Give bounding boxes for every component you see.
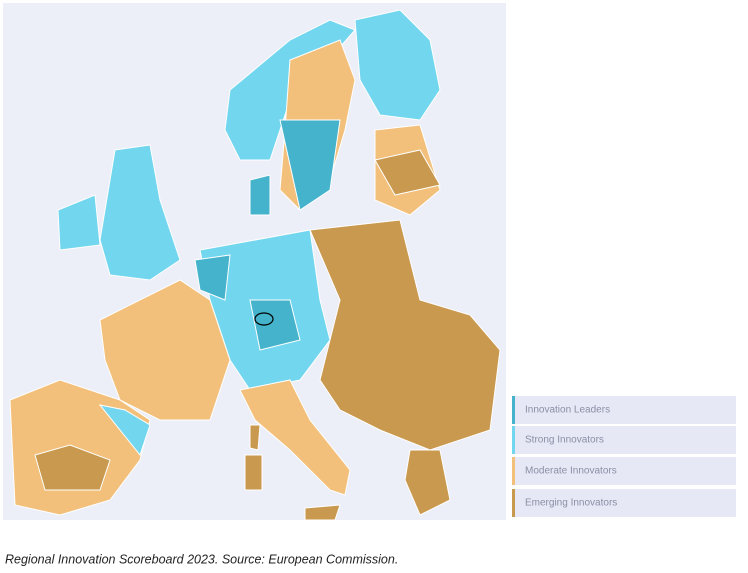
legend-swatch — [512, 426, 515, 454]
caption: Regional Innovation Scoreboard 2023. Sou… — [5, 552, 398, 566]
region — [34, 444, 111, 491]
legend-swatch — [512, 489, 515, 517]
region — [239, 379, 351, 496]
legend-label: Moderate Innovators — [525, 466, 617, 477]
region — [57, 194, 101, 251]
region — [404, 449, 451, 516]
region — [304, 504, 341, 521]
legend-row — [512, 457, 736, 485]
map — [9, 9, 501, 521]
legend-label: Emerging Innovators — [525, 498, 617, 509]
region — [244, 454, 263, 491]
region — [249, 424, 261, 451]
region — [374, 149, 441, 196]
legend-label: Innovation Leaders — [525, 405, 610, 416]
highlight — [254, 312, 274, 326]
legend-row — [512, 396, 736, 424]
region — [354, 9, 441, 121]
region — [249, 174, 271, 216]
region — [99, 279, 231, 421]
legend-row — [512, 489, 736, 517]
legend-row — [512, 426, 736, 454]
legend-label: Strong Innovators — [525, 435, 604, 446]
region — [99, 144, 181, 281]
legend: Innovation Leaders Strong Innovators Moder… — [512, 396, 736, 517]
region — [309, 219, 501, 451]
region — [279, 119, 341, 211]
legend-swatch — [512, 457, 515, 485]
legend-swatch — [512, 396, 515, 424]
region — [194, 254, 231, 301]
region — [98, 404, 151, 457]
